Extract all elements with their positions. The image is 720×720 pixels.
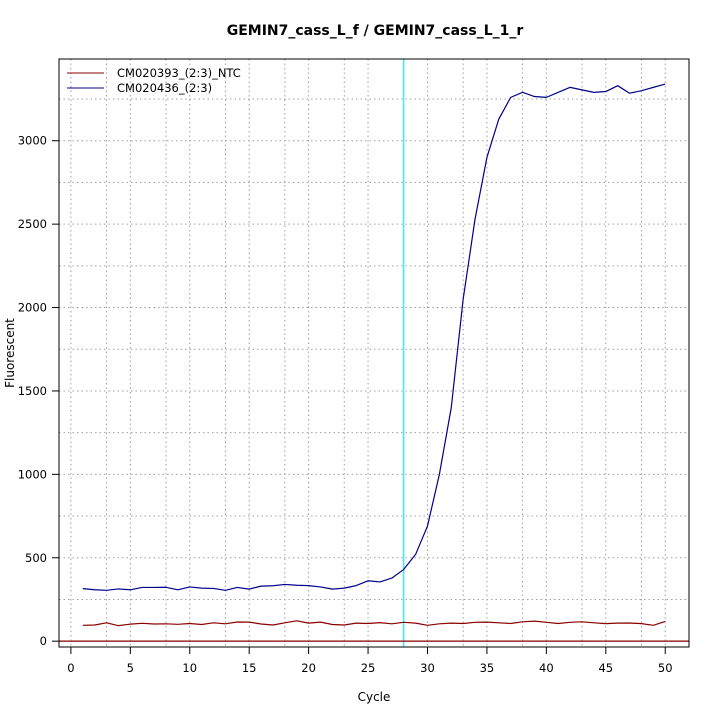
x-tick-label: 35 bbox=[480, 661, 495, 675]
threshold-layer bbox=[59, 59, 689, 647]
legend: CM020393_(2:3)_NTC CM020436_(2:3) bbox=[67, 66, 241, 95]
legend-label-ntc: CM020393_(2:3)_NTC bbox=[117, 66, 241, 80]
y-tick-label: 2000 bbox=[18, 301, 47, 315]
y-axis-label: Fluorescent bbox=[3, 318, 17, 388]
series-layer bbox=[82, 83, 666, 627]
y-axis: 0 500 1000 1500 2000 2500 3000 bbox=[18, 134, 59, 648]
y-tick-label: 1000 bbox=[18, 467, 47, 481]
x-tick-label: 45 bbox=[598, 661, 613, 675]
y-tick-label: 3000 bbox=[18, 134, 47, 148]
x-tick-label: 40 bbox=[539, 661, 554, 675]
series-line-ntc bbox=[82, 620, 666, 627]
legend-label-sample: CM020436_(2:3) bbox=[117, 81, 212, 95]
x-tick-label: 50 bbox=[658, 661, 673, 675]
x-tick-label: 20 bbox=[301, 661, 316, 675]
x-tick-label: 10 bbox=[182, 661, 197, 675]
plot-frame bbox=[58, 58, 690, 648]
x-tick-label: 30 bbox=[420, 661, 435, 675]
y-tick-label: 0 bbox=[40, 634, 47, 648]
x-tick-label: 0 bbox=[67, 661, 74, 675]
y-tick-label: 2500 bbox=[18, 217, 47, 231]
y-tick-label: 1500 bbox=[18, 384, 47, 398]
series-line-sample bbox=[82, 83, 666, 591]
x-tick-label: 5 bbox=[127, 661, 134, 675]
x-axis: 0 5 10 15 20 25 30 35 40 45 50 bbox=[67, 647, 673, 675]
y-tick-label: 500 bbox=[25, 551, 47, 565]
chart-title: GEMIN7_cass_L_f / GEMIN7_cass_L_1_r bbox=[227, 23, 524, 39]
x-tick-label: 15 bbox=[242, 661, 257, 675]
x-axis-label: Cycle bbox=[358, 690, 391, 704]
x-tick-label: 25 bbox=[361, 661, 376, 675]
